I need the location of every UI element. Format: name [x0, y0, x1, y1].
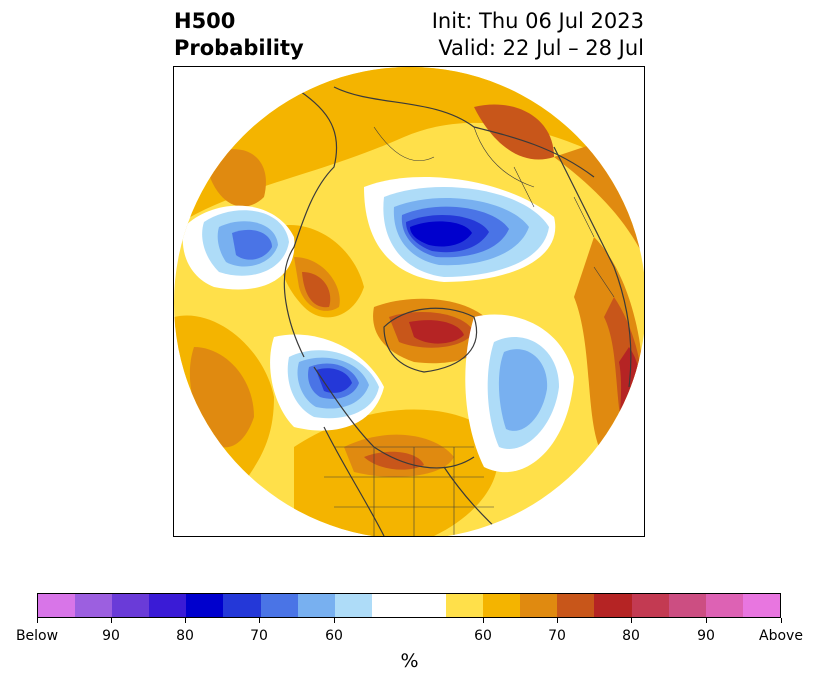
- colorbar-swatch: [186, 594, 224, 617]
- colorbar-tick-mark: [259, 618, 260, 623]
- colorbar-tick-mark: [185, 618, 186, 623]
- colorbar-tick-label: 70: [548, 628, 566, 644]
- colorbar-tick-mark: [37, 618, 38, 623]
- coastline-greenland: [383, 307, 478, 373]
- colorbar-swatch: [408, 594, 447, 617]
- title-line-1: H500: [174, 9, 236, 33]
- colorbar-tick-mark: [483, 618, 484, 623]
- date-info: Init: Thu 06 Jul 2023 Valid: 22 Jul – 28…: [432, 8, 644, 62]
- colorbar-swatch: [223, 594, 261, 617]
- init-date: Init: Thu 06 Jul 2023: [431, 9, 644, 33]
- above-75-region-america: [364, 451, 424, 470]
- colorbar-swatch: [483, 594, 521, 617]
- colorbar-tick-mark: [631, 618, 632, 623]
- country-borders: [373, 126, 615, 298]
- probability-map: [173, 66, 645, 537]
- map-title: H500 Probability: [174, 8, 304, 62]
- colorbar-tick-label: 70: [250, 628, 268, 644]
- colorbar-tick-label: 80: [622, 628, 640, 644]
- below-75-region-canada: [316, 368, 352, 393]
- above-80-region-greenland: [409, 320, 464, 344]
- colorbar-swatch: [668, 594, 706, 617]
- colorbar-tick-label: Below: [15, 628, 59, 644]
- colorbar-swatch: [446, 594, 484, 617]
- colorbar-swatch: [334, 594, 372, 617]
- below-65-region-atlantic: [498, 349, 548, 431]
- coastline-siberia: [333, 86, 595, 178]
- colorbar: [37, 593, 781, 618]
- colorbar-tick-label: 80: [176, 628, 194, 644]
- colorbar-tick-label: 90: [102, 628, 120, 644]
- colorbar-swatch: [631, 594, 669, 617]
- colorbar-tick-mark: [334, 618, 335, 623]
- polar-projection-map: [174, 67, 644, 536]
- colorbar-swatch: [112, 594, 150, 617]
- colorbar-swatch: [742, 594, 780, 617]
- coastlines: [283, 86, 632, 536]
- colorbar-swatch: [149, 594, 187, 617]
- colorbar-unit-label: %: [400, 650, 419, 672]
- coastline-america-west: [323, 426, 385, 536]
- colorbar-swatch: [557, 594, 595, 617]
- state-borders: [324, 446, 494, 536]
- colorbar-swatch: [520, 594, 558, 617]
- colorbar-tick-label: 60: [325, 628, 343, 644]
- below-70-region-west: [232, 229, 272, 260]
- colorbar-swatch: [260, 594, 298, 617]
- colorbar-tick-mark: [111, 618, 112, 623]
- colorbar-swatch: [594, 594, 632, 617]
- colorbar-tick-mark: [557, 618, 558, 623]
- colorbar-swatch: [297, 594, 335, 617]
- coastline-asia-east: [283, 86, 338, 358]
- colorbar-tick-label: 60: [474, 628, 492, 644]
- colorbar-swatch: [705, 594, 743, 617]
- colorbar-swatch: [75, 594, 113, 617]
- above-75-region-nwest: [302, 272, 331, 308]
- title-line-2: Probability: [174, 36, 304, 60]
- coastline-europe: [553, 146, 632, 388]
- colorbar-tick-mark: [781, 618, 782, 623]
- colorbar-swatch: [371, 594, 409, 617]
- colorbar-tick-mark: [706, 618, 707, 623]
- above-60-region-north: [174, 67, 644, 227]
- colorbar-tick-label: 90: [697, 628, 715, 644]
- valid-date-range: Valid: 22 Jul – 28 Jul: [438, 36, 644, 60]
- probability-field: [174, 67, 644, 536]
- colorbar-tick-label: Above: [759, 628, 803, 644]
- above-75-region: [474, 104, 554, 160]
- colorbar-swatch: [38, 594, 76, 617]
- below-80-region-arctic: [410, 221, 472, 247]
